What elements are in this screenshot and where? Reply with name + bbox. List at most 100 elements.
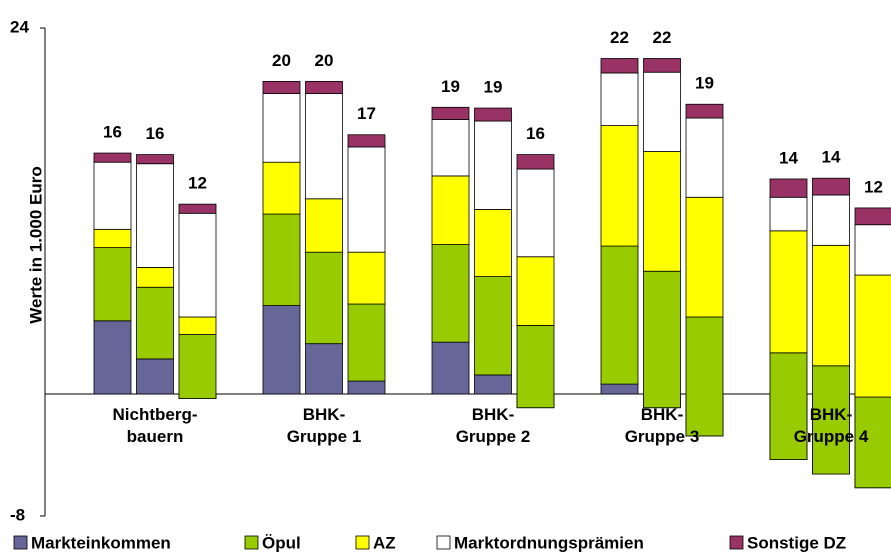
bar-segment bbox=[262, 80, 301, 94]
bar-segment bbox=[685, 103, 724, 119]
bar-segment bbox=[347, 134, 386, 148]
bar-segment bbox=[643, 151, 681, 272]
bar-segment bbox=[178, 334, 217, 399]
bar-segment bbox=[769, 196, 808, 232]
bar-segment bbox=[305, 80, 343, 94]
bar-segment bbox=[812, 177, 850, 196]
bar-segment bbox=[178, 203, 217, 214]
total-label: 12 bbox=[188, 174, 207, 193]
y-tick-label: -8 bbox=[10, 505, 25, 524]
bar-segment bbox=[769, 230, 808, 354]
total-label: 16 bbox=[103, 123, 122, 142]
bar-segment bbox=[431, 119, 470, 177]
bar-segment bbox=[600, 72, 639, 127]
bar-segment bbox=[305, 93, 343, 200]
bar-segment bbox=[431, 244, 470, 343]
total-label: 14 bbox=[822, 148, 841, 167]
bar-segment bbox=[643, 71, 681, 152]
bar-segment bbox=[136, 286, 174, 360]
bar-segment bbox=[305, 343, 343, 395]
bar-segment bbox=[685, 196, 724, 318]
bar-segment bbox=[474, 107, 512, 122]
total-label: 22 bbox=[610, 28, 629, 47]
bar-segment bbox=[643, 58, 681, 73]
bar-segment bbox=[305, 251, 343, 345]
total-label: 14 bbox=[779, 148, 798, 167]
bar-segment bbox=[93, 228, 132, 249]
legend-label: Markteinkommen bbox=[31, 533, 171, 552]
bar-segment bbox=[516, 168, 555, 258]
bar-segment bbox=[347, 380, 386, 395]
total-label: 19 bbox=[695, 74, 714, 93]
bar-segment bbox=[600, 125, 639, 247]
bar-segment bbox=[812, 244, 850, 367]
x-tick-label: BHK- Gruppe 2 bbox=[455, 405, 531, 446]
total-label: 17 bbox=[357, 104, 376, 123]
bar-segment bbox=[516, 324, 555, 409]
x-tick-label: BHK- Gruppe 1 bbox=[286, 405, 362, 446]
bar-segment bbox=[812, 194, 850, 246]
total-label: 16 bbox=[526, 124, 545, 143]
x-tick-label: BHK- Gruppe 4 bbox=[793, 405, 869, 446]
bar-segment bbox=[136, 154, 174, 165]
bar-segment bbox=[431, 175, 470, 245]
bar-segment bbox=[431, 106, 470, 120]
bar-segment bbox=[93, 247, 132, 322]
bar-segment bbox=[685, 117, 724, 198]
bar-segment bbox=[600, 245, 639, 385]
bar-segment bbox=[854, 224, 891, 276]
bar-segment bbox=[769, 352, 808, 460]
bar-segment bbox=[600, 383, 639, 395]
bar-segment bbox=[474, 120, 512, 210]
legend-label: Marktordnungsprämien bbox=[454, 533, 644, 552]
legend-swatch bbox=[436, 535, 451, 550]
bar-segment bbox=[347, 146, 386, 253]
bar-segment bbox=[93, 152, 132, 163]
bar-segment bbox=[262, 213, 301, 306]
bar-segment bbox=[474, 276, 512, 376]
bar-segment bbox=[854, 274, 891, 398]
x-tick-label: BHK- Gruppe 3 bbox=[624, 405, 700, 446]
legend-label: AZ bbox=[373, 533, 396, 552]
legend-swatch bbox=[13, 535, 28, 550]
bar-segment bbox=[474, 209, 512, 277]
bar-segment bbox=[769, 178, 808, 198]
bar-segment bbox=[516, 154, 555, 170]
bar-segment bbox=[516, 256, 555, 326]
total-label: 22 bbox=[653, 28, 672, 47]
bar-segment bbox=[178, 316, 217, 335]
y-tick-label: 24 bbox=[10, 17, 29, 36]
total-label: 19 bbox=[484, 78, 503, 97]
bar-segment bbox=[262, 93, 301, 163]
bar-segment bbox=[178, 212, 217, 318]
legend-swatch bbox=[355, 535, 370, 550]
bar-segment bbox=[474, 374, 512, 395]
bar-segment bbox=[643, 270, 681, 409]
bar-segment bbox=[305, 198, 343, 253]
bar-segment bbox=[93, 161, 132, 230]
bar-segment bbox=[136, 267, 174, 288]
bar-segment bbox=[431, 341, 470, 395]
total-label: 19 bbox=[441, 77, 460, 96]
bar-segment bbox=[347, 251, 386, 305]
x-tick-label: Nichtberg- bauern bbox=[112, 405, 198, 446]
legend-swatch bbox=[244, 535, 259, 550]
bar-segment bbox=[93, 320, 132, 395]
bar-segment bbox=[685, 316, 724, 437]
legend-label: Sonstige DZ bbox=[747, 533, 846, 552]
bar-segment bbox=[262, 161, 301, 215]
bar-segment bbox=[136, 163, 174, 268]
total-label: 20 bbox=[315, 51, 334, 70]
bar-segment bbox=[347, 303, 386, 382]
bar-segment bbox=[854, 207, 891, 226]
y-axis-label: Werte in 1.000 Euro bbox=[26, 166, 45, 323]
bar-segment bbox=[136, 358, 174, 395]
total-label: 12 bbox=[864, 177, 883, 196]
legend-swatch bbox=[729, 535, 744, 550]
bar-segment bbox=[600, 58, 639, 74]
legend-label: Öpul bbox=[262, 533, 301, 552]
bar-segment bbox=[262, 305, 301, 395]
total-label: 16 bbox=[146, 124, 165, 143]
